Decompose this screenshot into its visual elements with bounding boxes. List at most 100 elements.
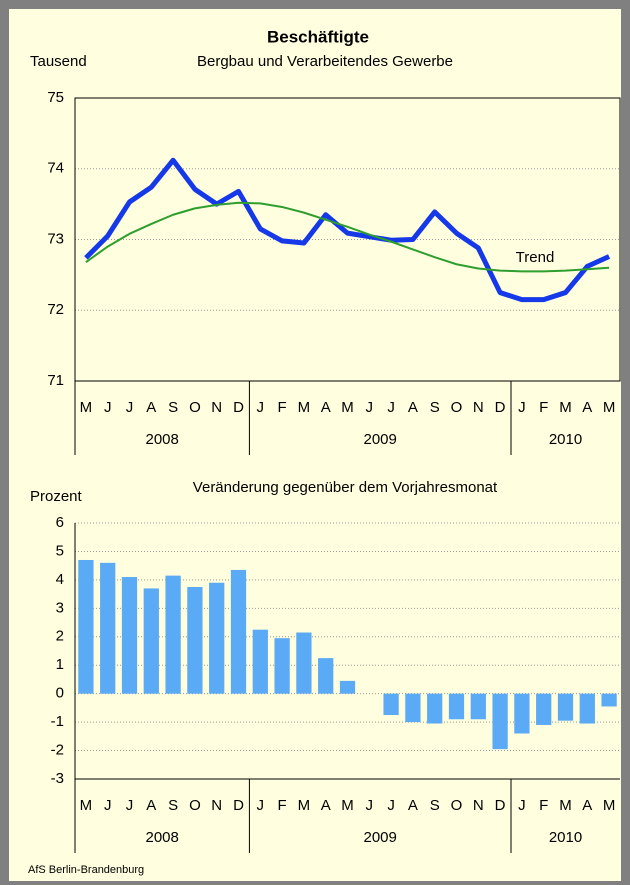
year-label: 2008 [146, 431, 179, 448]
y-tick-label: 1 [56, 656, 64, 673]
series-label: Trend [516, 249, 555, 266]
x-tick-label: D [233, 797, 244, 814]
y-tick-label: 3 [56, 599, 64, 616]
bar [187, 587, 203, 694]
x-tick-label: N [473, 399, 484, 416]
bar [165, 575, 181, 694]
bar [470, 693, 486, 720]
x-tick-label: M [559, 797, 572, 814]
y-tick-label: -2 [51, 742, 64, 759]
x-tick-label: J [518, 797, 526, 814]
bar [252, 629, 268, 694]
x-tick-label: J [366, 797, 374, 814]
x-tick-label: N [211, 399, 222, 416]
bar [318, 658, 334, 694]
y-tick-label: 6 [56, 514, 64, 531]
chart-subtitle: Bergbau und Verarbeitendes Gewerbe [197, 53, 453, 70]
bar [143, 588, 159, 694]
bar [536, 693, 552, 725]
year-label: 2010 [549, 829, 582, 846]
x-tick-label: A [321, 399, 331, 416]
x-tick-label: M [298, 797, 311, 814]
x-tick-label: O [189, 797, 201, 814]
y-tick-label: 2 [56, 628, 64, 645]
bar [492, 693, 508, 750]
y-tick-label: 4 [56, 571, 64, 588]
y-tick-label: 72 [47, 301, 64, 318]
x-tick-label: N [211, 797, 222, 814]
x-tick-label: A [582, 399, 592, 416]
x-tick-label: D [495, 399, 506, 416]
x-tick-label: A [321, 797, 331, 814]
x-tick-label: M [80, 797, 93, 814]
bar [100, 562, 116, 694]
x-tick-label: J [387, 399, 395, 416]
x-tick-label: J [257, 399, 265, 416]
y-tick-label: 5 [56, 542, 64, 559]
bar [339, 680, 356, 694]
x-tick-label: J [126, 399, 134, 416]
x-tick-label: A [408, 797, 418, 814]
x-tick-label: N [473, 797, 484, 814]
bar [427, 693, 443, 724]
x-tick-label: O [451, 399, 463, 416]
line-series [85, 201, 610, 273]
x-tick-label: J [518, 399, 526, 416]
bar [296, 632, 312, 694]
x-tick-label: M [341, 797, 354, 814]
bar [514, 693, 530, 734]
x-tick-label: A [408, 399, 418, 416]
x-tick-label: O [451, 797, 463, 814]
line-series [84, 157, 611, 303]
x-tick-label: D [233, 399, 244, 416]
x-tick-label: S [430, 399, 440, 416]
bar [383, 693, 399, 715]
x-tick-label: J [387, 797, 395, 814]
x-tick-label: M [603, 797, 616, 814]
x-tick-label: J [126, 797, 134, 814]
y-axis-label: Prozent [30, 488, 83, 505]
bar [78, 559, 94, 694]
y-tick-label: 75 [47, 89, 64, 106]
x-tick-label: J [366, 399, 374, 416]
x-tick-label: S [168, 797, 178, 814]
y-tick-label: -1 [51, 713, 64, 730]
x-tick-label: M [298, 399, 311, 416]
x-tick-label: M [603, 399, 616, 416]
year-label: 2009 [364, 829, 397, 846]
x-tick-label: M [341, 399, 354, 416]
x-tick-label: M [80, 399, 93, 416]
y-tick-label: 74 [47, 160, 64, 177]
bar [121, 577, 138, 694]
bar [405, 693, 421, 723]
y-tick-label: 73 [47, 230, 64, 247]
x-tick-label: J [104, 399, 112, 416]
y-tick-label: 71 [47, 372, 64, 389]
background [9, 9, 621, 881]
x-tick-label: F [278, 797, 287, 814]
bar [448, 693, 465, 720]
year-label: 2008 [146, 829, 179, 846]
year-label: 2010 [549, 431, 582, 448]
chart-title: Veränderung gegenüber dem Vorjahresmonat [193, 479, 498, 496]
bar [274, 638, 290, 694]
x-tick-label: J [257, 797, 265, 814]
x-tick-label: S [430, 797, 440, 814]
x-tick-label: M [559, 399, 572, 416]
source: AfS Berlin-Brandenburg [28, 864, 144, 876]
x-tick-label: A [146, 797, 156, 814]
x-tick-label: D [495, 797, 506, 814]
bar [557, 693, 574, 721]
y-tick-label: -3 [51, 770, 64, 787]
x-tick-label: S [168, 399, 178, 416]
x-tick-label: O [189, 399, 201, 416]
bar [209, 582, 225, 694]
y-axis-label: Tausend [30, 53, 87, 70]
x-tick-label: A [146, 399, 156, 416]
bar [601, 693, 617, 707]
x-tick-label: F [539, 797, 548, 814]
bar [230, 569, 247, 694]
chart-title: Beschäftigte [267, 27, 369, 46]
